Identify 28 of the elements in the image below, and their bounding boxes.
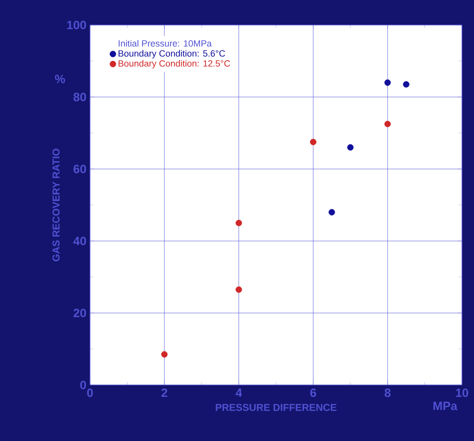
text: % <box>54 74 66 84</box>
point <box>384 79 391 86</box>
point <box>236 286 242 293</box>
y-tick-label: 0 <box>80 380 86 390</box>
legend-label: Boundary Condition: 12.5°C <box>118 60 230 68</box>
y-axis-title: GAS RECOVERY RATIO <box>52 148 60 262</box>
point <box>402 81 410 88</box>
y-tick-label: 100 <box>67 20 86 30</box>
x-axis-title: PRESSURE DIFFERENCE <box>216 404 336 411</box>
x-tick-label: 6 <box>310 388 316 398</box>
point <box>236 220 242 226</box>
x-tick-label: 10 <box>456 388 468 398</box>
point <box>347 144 354 151</box>
point <box>384 120 391 128</box>
point <box>161 351 168 358</box>
y-tick-label: 40 <box>73 236 86 246</box>
x-tick-label: 2 <box>161 388 168 397</box>
x-tick-label: 8 <box>384 388 391 398</box>
x-tick-label: 4 <box>236 388 242 397</box>
legend-title: Initial Pressure: 10MPa <box>118 40 212 47</box>
y-tick-label: 60 <box>74 164 86 174</box>
y-tick-label: 80 <box>74 92 86 102</box>
x-tick-label: 0 <box>87 388 93 398</box>
legend-label: Boundary Condition: 5.6°C <box>118 50 226 58</box>
point <box>328 208 335 216</box>
y-tick-label: 20 <box>74 308 86 318</box>
point <box>310 138 316 146</box>
text: MPa <box>433 402 458 410</box>
